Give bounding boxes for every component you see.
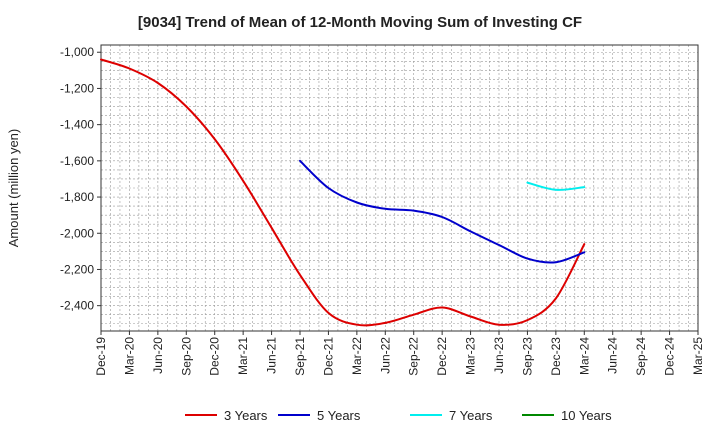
series-lines	[100, 58, 586, 327]
legend: 3 Years 5 Years 7 Years 10 Years	[185, 408, 612, 423]
y-tick-label: -1,800	[60, 190, 94, 204]
x-tick-label: Sep-22	[407, 337, 421, 376]
y-tick-label: -2,200	[60, 262, 94, 276]
series-line-3-years	[100, 58, 586, 327]
series-line-5-years	[299, 159, 586, 264]
x-tick-label: Mar-22	[350, 337, 364, 375]
x-tick-label: Jun-24	[606, 337, 620, 374]
x-tick-label: Mar-24	[577, 337, 591, 375]
x-tick-label: Dec-21	[321, 337, 335, 376]
x-tick-label: Dec-22	[435, 337, 449, 376]
y-axis: -1,000 -1,200 -1,400 -1,600 -1,800 -2,000 -2,2…	[60, 45, 101, 313]
x-tick-label: Jun-22	[378, 337, 392, 374]
legend-label: 7 Years	[449, 408, 493, 423]
y-tick-label: -1,600	[60, 154, 94, 168]
x-tick-label: Dec-19	[94, 337, 108, 376]
x-tick-label: Jun-20	[151, 337, 165, 374]
y-tick-label: -2,000	[60, 226, 94, 240]
grid-lines	[101, 45, 698, 331]
plot-area	[100, 44, 699, 332]
x-tick-label: Dec-24	[663, 337, 677, 376]
y-axis-label: Amount (million yen)	[6, 129, 21, 248]
x-tick-label: Sep-24	[634, 337, 648, 376]
y-tick-label: -1,000	[60, 45, 94, 59]
x-tick-label: Dec-23	[549, 337, 563, 376]
x-tick-label: Jun-21	[265, 337, 279, 374]
y-tick-label: -2,400	[60, 299, 94, 313]
legend-label: 10 Years	[561, 408, 612, 423]
series-line-7-years	[526, 181, 586, 191]
chart-title: [9034] Trend of Mean of 12-Month Moving …	[137, 14, 583, 31]
x-tick-label: Dec-20	[208, 337, 222, 376]
x-tick-label: Mar-25	[691, 337, 705, 375]
x-tick-label: Sep-20	[179, 337, 193, 376]
x-tick-label: Mar-20	[122, 337, 136, 375]
y-tick-label: -1,400	[60, 118, 94, 132]
y-tick-label: -1,200	[60, 81, 94, 95]
x-tick-label: Jun-23	[492, 337, 506, 374]
x-axis: Dec-19 Mar-20 Jun-20 Sep-20 Dec-20 Mar-21 Jun-…	[94, 331, 705, 376]
legend-label: 5 Years	[317, 408, 361, 423]
legend-label: 3 Years	[224, 408, 268, 423]
x-tick-label: Sep-21	[293, 337, 307, 376]
x-tick-label: Mar-21	[236, 337, 250, 375]
x-tick-label: Sep-23	[520, 337, 534, 376]
x-tick-label: Mar-23	[464, 337, 478, 375]
